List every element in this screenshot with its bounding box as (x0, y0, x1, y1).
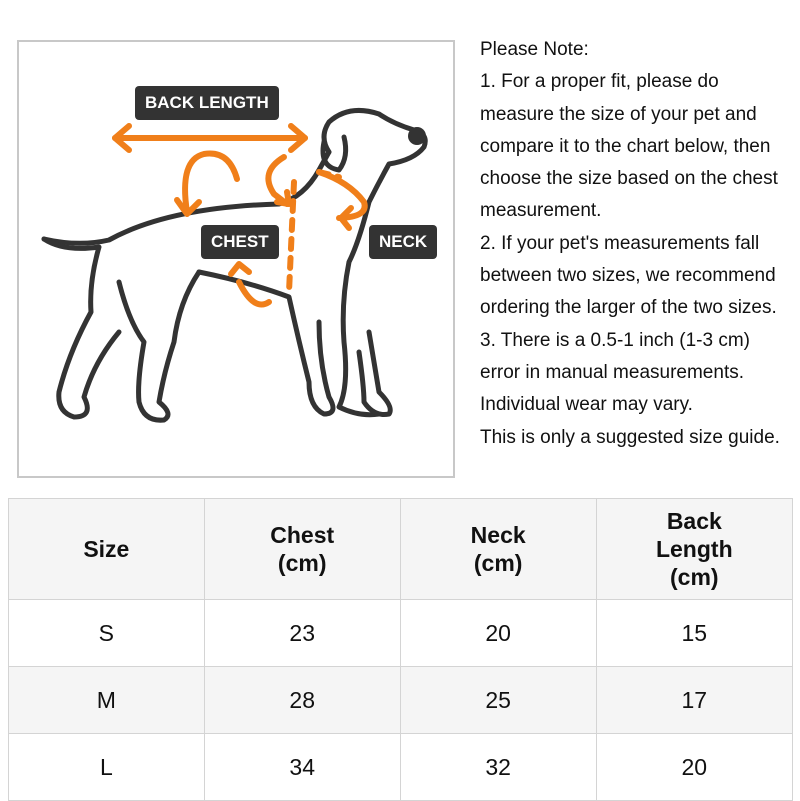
note-line: error in manual measurements. (480, 361, 744, 383)
note-line: 2. If your pet's measurements fall (480, 232, 760, 254)
table-row: S 23 20 15 (8, 599, 794, 667)
size-chart-table: Size Chest (cm) Neck (cm) Back Length (c… (8, 498, 794, 801)
neck-cell: 25 (399, 666, 597, 734)
note-line: Individual wear may vary. (480, 394, 693, 416)
back-length-cell: 20 (595, 733, 794, 801)
note-line: 3. There is a 0.5-1 inch (1-3 cm) (480, 329, 750, 351)
table-row: M 28 25 17 (8, 666, 794, 734)
note-line: This is only a suggested size guide. (480, 426, 780, 448)
size-cell: L (8, 733, 205, 801)
table-header-row: Size Chest (cm) Neck (cm) Back Length (c… (8, 498, 794, 600)
neck-label: NECK (369, 225, 438, 259)
note-line: ordering the larger of the two sizes. (480, 297, 777, 319)
note-line: measure the size of your pet and (480, 103, 757, 125)
note-line: measurement. (480, 200, 602, 222)
back-length-label: BACK LENGTH (135, 86, 279, 120)
chest-cell: 23 (203, 599, 401, 667)
header-size: Size (8, 498, 205, 600)
notes-title: Please Note: (480, 39, 589, 60)
size-notes: Please Note: 1. For a proper fit, please… (480, 34, 800, 454)
neck-cell: 20 (399, 599, 597, 667)
header-chest: Chest (cm) (203, 498, 401, 600)
back-length-cell: 17 (595, 666, 794, 734)
note-line: choose the size based on the chest (480, 168, 778, 190)
note-line: 1. For a proper fit, please do (480, 71, 719, 93)
dog-outline-icon (41, 107, 428, 423)
neck-cell: 32 (399, 733, 597, 801)
header-neck: Neck (cm) (399, 498, 597, 600)
size-cell: S (8, 599, 205, 667)
note-line: between two sizes, we recommend (480, 265, 776, 287)
chest-label: CHEST (201, 225, 279, 259)
header-back-length: Back Length (cm) (595, 498, 794, 600)
dog-measurement-diagram: BACK LENGTH CHEST NECK (17, 40, 455, 478)
chest-cell: 28 (203, 666, 401, 734)
size-cell: M (8, 666, 205, 734)
back-length-cell: 15 (595, 599, 794, 667)
table-row: L 34 32 20 (8, 733, 794, 801)
chest-cell: 34 (203, 733, 401, 801)
note-line: compare it to the chart below, then (480, 135, 771, 157)
